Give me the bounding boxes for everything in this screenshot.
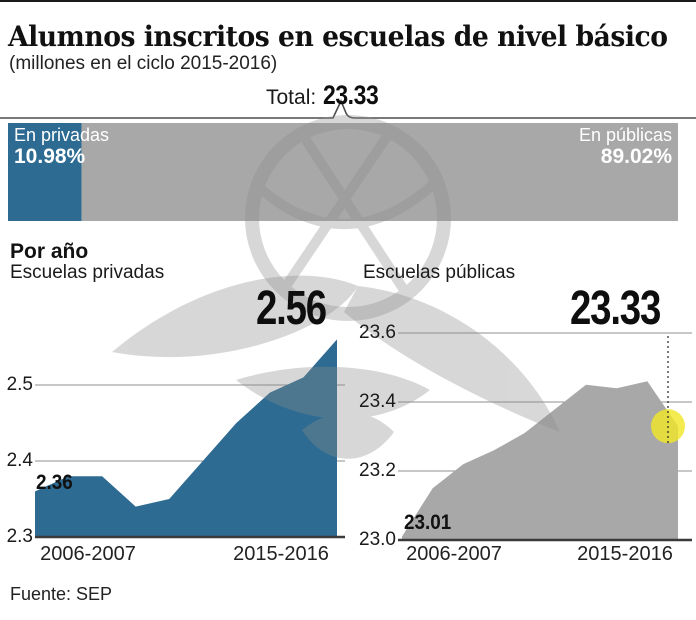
page-title: Alumnos inscritos en escuelas de nivel b… <box>8 20 668 53</box>
public-xtick-end: 2015-2016 <box>577 543 673 565</box>
private-peak-value: 2.56 <box>256 282 327 335</box>
bar-private-label: En privadas <box>14 125 110 145</box>
bar-segment-private <box>8 123 82 221</box>
public-last-value: 23.33 <box>570 282 661 335</box>
bar-segment-public <box>81 123 679 221</box>
bar-public-label: En públicas <box>578 125 672 145</box>
public-ytick-23_0: 23.0 <box>359 529 396 550</box>
public-ytick-23_2: 23.2 <box>359 460 396 481</box>
public-first-value: 23.01 <box>404 511 452 534</box>
public-chart-title: Escuelas públicas <box>363 262 516 283</box>
public-area-series <box>402 381 678 540</box>
private-ytick-2_4: 2.4 <box>6 450 33 471</box>
section-title: Por año <box>10 240 89 263</box>
total-pointer-line <box>0 99 696 119</box>
private-xtick-end: 2015-2016 <box>233 543 329 565</box>
private-ytick-2_3: 2.3 <box>6 526 33 547</box>
bar-private-labels: En privadas 10.98% <box>14 125 110 169</box>
page-subtitle: (millones en el ciclo 2015-2016) <box>9 53 278 74</box>
source-credit: Fuente: SEP <box>10 584 113 604</box>
private-ytick-2_5: 2.5 <box>6 374 33 395</box>
total-value: 23.33 <box>323 80 379 110</box>
bar-private-value: 10.98% <box>14 145 86 168</box>
total-label: Total: <box>266 86 317 109</box>
private-chart-title: Escuelas privadas <box>10 262 165 283</box>
private-first-value: 2.36 <box>36 471 73 494</box>
total-callout: Total: 23.33 <box>266 80 388 111</box>
private-area-series <box>35 339 337 537</box>
bar-public-labels: En públicas 89.02% <box>578 125 672 169</box>
private-xtick-start: 2006-2007 <box>40 543 136 565</box>
bar-public-value: 89.02% <box>600 145 672 168</box>
public-xtick-start: 2006-2007 <box>406 543 502 565</box>
top-border-rule <box>0 0 696 2</box>
public-ytick-23_4: 23.4 <box>359 391 396 412</box>
public-ytick-23_6: 23.6 <box>359 322 396 343</box>
